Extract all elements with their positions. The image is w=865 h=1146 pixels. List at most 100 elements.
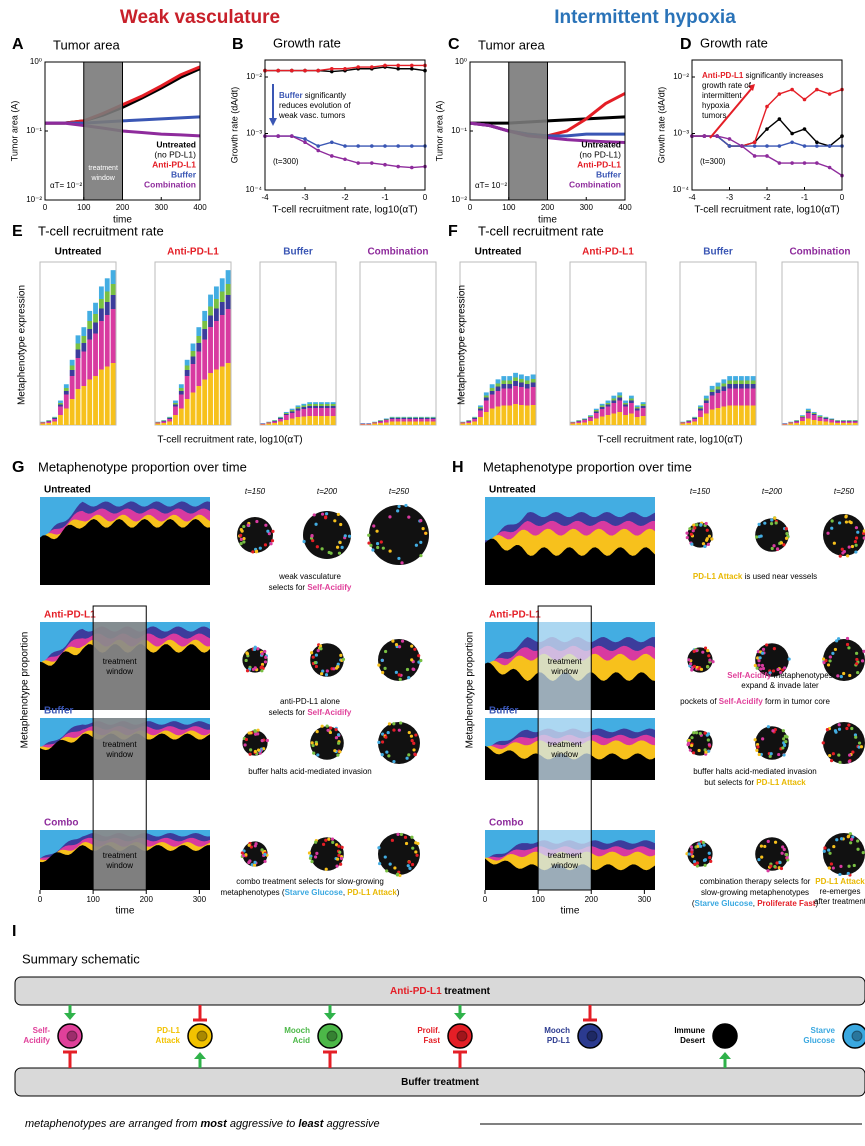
bar	[401, 417, 406, 425]
bar	[623, 401, 628, 425]
text-run: Buffer	[401, 1077, 431, 1088]
cell	[851, 750, 854, 753]
cell	[385, 869, 388, 872]
window-label: treatment	[103, 657, 138, 666]
cell	[331, 841, 334, 844]
cell	[775, 521, 778, 524]
cell	[706, 537, 709, 540]
cell	[708, 535, 711, 538]
x-tick-label: 200	[541, 203, 555, 212]
marker	[778, 161, 782, 165]
cell	[853, 864, 856, 867]
cell	[850, 521, 853, 524]
section-title: T-cell recruitment rate	[38, 223, 164, 238]
tumor-snapshot	[378, 833, 420, 875]
cell	[331, 838, 334, 841]
text-run: anti-PD-L1 alone	[280, 697, 341, 706]
cell	[371, 548, 374, 551]
cell	[685, 532, 688, 535]
cell	[336, 546, 339, 549]
text-run: least	[298, 1118, 324, 1130]
y-tick-label: 10⁻²	[673, 72, 689, 81]
section-title: Metaphenotype proportion over time	[483, 459, 692, 474]
cell	[324, 839, 327, 842]
text-run: aggressive	[323, 1118, 379, 1130]
cell	[780, 541, 783, 544]
bar	[686, 420, 691, 425]
marker	[753, 154, 757, 158]
cell	[828, 754, 831, 757]
cell	[755, 749, 758, 752]
cell	[340, 857, 343, 860]
text-run: treatment	[442, 986, 491, 997]
cell	[834, 729, 837, 732]
x-axis-label: T-cell recruitment rate, log10(αT)	[157, 435, 302, 446]
cell	[850, 727, 853, 730]
cell	[266, 530, 269, 533]
snapshot-time: t=200	[762, 487, 783, 496]
cell	[264, 660, 267, 663]
cell	[759, 667, 762, 670]
cell	[848, 760, 851, 763]
node-core	[852, 1031, 862, 1041]
bar	[783, 423, 788, 425]
cell	[704, 751, 707, 754]
annotation: pockets of Self-Acidify form in tumor co…	[680, 697, 830, 706]
text-run: PD-L1 Attack	[756, 778, 806, 787]
cell	[826, 532, 829, 535]
cell	[369, 544, 372, 547]
cell	[312, 744, 315, 747]
annotation: Buffer treatment	[401, 1077, 479, 1088]
cell	[337, 854, 340, 857]
cell	[321, 725, 324, 728]
cell	[254, 666, 257, 669]
plot-frame	[360, 262, 436, 425]
node-label: PD-L1	[157, 1026, 181, 1035]
marker	[728, 137, 732, 141]
figure: Weak vasculature Intermittent hypoxia AB…	[0, 0, 865, 1146]
arrow-head	[269, 118, 277, 126]
cell	[702, 542, 705, 545]
x-tick-label: 0	[43, 203, 48, 212]
x-tick-label: -4	[688, 193, 696, 202]
cell	[313, 513, 316, 516]
bar	[496, 379, 501, 425]
node-core	[457, 1031, 467, 1041]
cell	[240, 538, 243, 541]
cell	[710, 537, 713, 540]
window-label: window	[90, 175, 115, 182]
cell	[251, 550, 254, 553]
marker	[778, 92, 782, 96]
cell	[410, 645, 413, 648]
legend-entry: Buffer	[596, 169, 622, 179]
marker	[765, 127, 769, 131]
cell	[367, 534, 370, 537]
cell	[413, 648, 416, 651]
bar	[461, 422, 466, 425]
y-tick-label: 10⁻⁴	[672, 185, 689, 194]
cell	[861, 659, 864, 662]
cell	[855, 652, 858, 655]
x-tick-label: -4	[261, 193, 269, 202]
cell	[845, 520, 848, 523]
bar	[788, 422, 793, 425]
cell	[308, 851, 311, 854]
bar	[58, 401, 63, 425]
marker	[410, 64, 414, 68]
annotation: growth rate of	[702, 81, 752, 90]
chart-title: Untreated	[55, 247, 102, 258]
cell	[832, 845, 835, 848]
cell	[699, 732, 702, 735]
bar	[847, 420, 852, 425]
cell	[248, 859, 251, 862]
section-title: Summary schematic	[22, 951, 140, 966]
text-run: PD-L1 Attack	[815, 877, 865, 886]
cell	[249, 753, 252, 756]
cell	[692, 751, 695, 754]
chart-title: Combination	[367, 247, 428, 258]
annotation: Buffer significantly	[279, 91, 346, 100]
cell	[763, 845, 766, 848]
cell	[754, 738, 757, 741]
cell	[788, 657, 791, 660]
node-label: Mooch	[284, 1026, 310, 1035]
